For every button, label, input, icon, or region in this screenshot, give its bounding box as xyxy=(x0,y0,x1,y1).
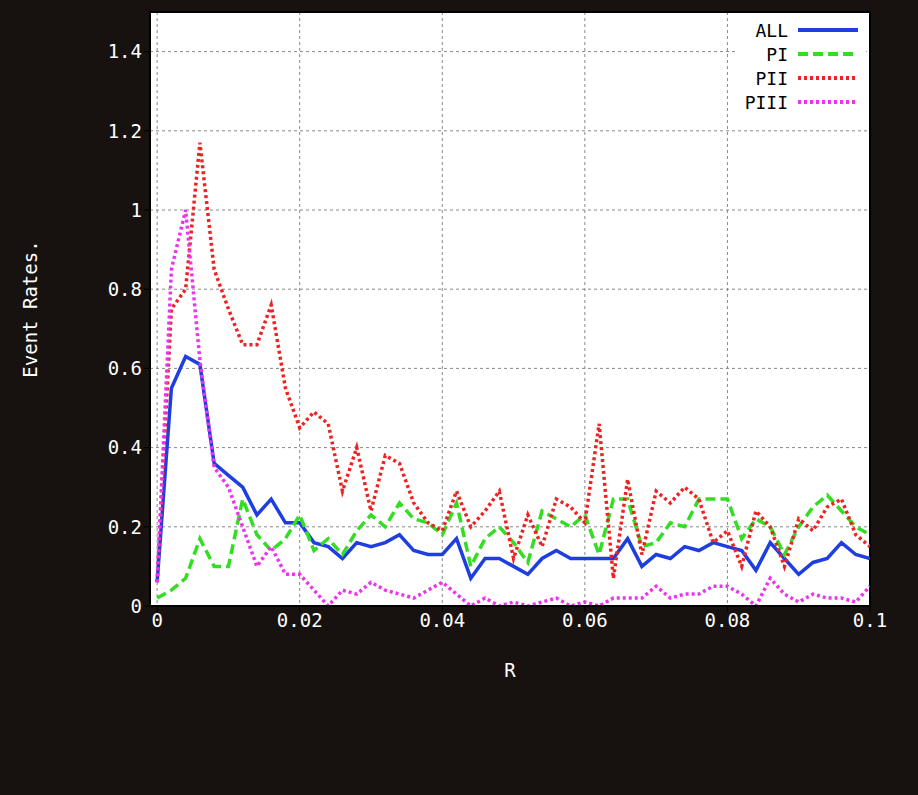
svg-text:0.02: 0.02 xyxy=(277,609,323,631)
svg-text:0: 0 xyxy=(151,609,162,631)
html-text:PI: PI xyxy=(766,43,788,65)
svg-text:0.8: 0.8 xyxy=(108,278,142,300)
svg-text:Event Rates.: Event Rates. xyxy=(19,240,41,377)
svg-text:0.6: 0.6 xyxy=(108,357,142,379)
svg-text:0.2: 0.2 xyxy=(108,516,142,538)
html-text:ALL: ALL xyxy=(755,19,788,41)
html-text:PII: PII xyxy=(755,67,788,89)
svg-text:0.04: 0.04 xyxy=(419,609,465,631)
svg-text:0.1: 0.1 xyxy=(853,609,887,631)
svg-text:1.2: 1.2 xyxy=(108,120,142,142)
svg-text:1: 1 xyxy=(131,199,142,221)
svg-text:R: R xyxy=(504,659,516,681)
svg-text:1.4: 1.4 xyxy=(108,40,142,62)
html-text:PIII: PIII xyxy=(744,91,788,113)
svg-text:0.06: 0.06 xyxy=(562,609,608,631)
svg-text:0: 0 xyxy=(131,595,142,617)
svg-text:0.4: 0.4 xyxy=(108,436,142,458)
svg-text:0.08: 0.08 xyxy=(705,609,751,631)
